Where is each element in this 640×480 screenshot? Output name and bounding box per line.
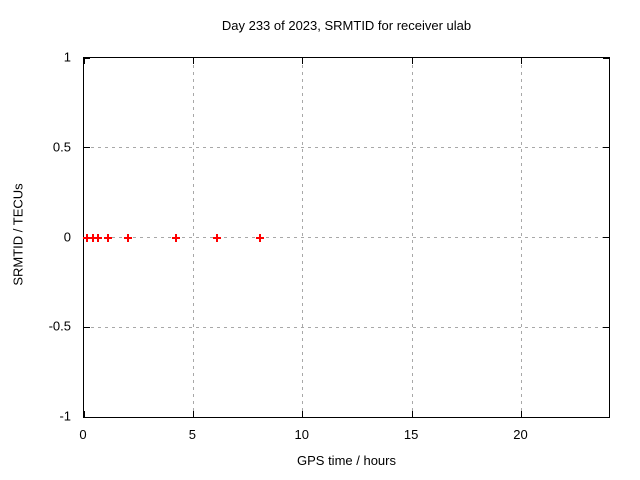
y-tick-label: 0: [63, 229, 71, 244]
data-point-marker: [256, 233, 265, 242]
y-tick-mark-right: [603, 416, 609, 418]
y-tick-mark-left: [84, 147, 90, 149]
data-point-marker: [88, 233, 97, 242]
data-point-marker: [171, 233, 180, 242]
x-tick-label: 15: [403, 427, 419, 442]
data-point-marker: [104, 233, 113, 242]
x-tick-mark-bottom: [302, 411, 304, 417]
plot-area: [83, 57, 610, 418]
data-point-marker: [123, 233, 132, 242]
marker-vbar: [107, 233, 110, 242]
x-tick-mark-top: [411, 58, 413, 64]
y-tick-mark-right: [603, 326, 609, 328]
gridline-y-0: [84, 237, 609, 238]
y-tick-label: 1: [63, 49, 71, 65]
x-tick-mark-bottom: [192, 411, 194, 417]
x-axis-label: GPS time / hours: [297, 453, 396, 468]
y-tick-mark-left: [84, 416, 90, 418]
marker-vbar: [174, 233, 177, 242]
y-tick-mark-right: [603, 237, 609, 238]
x-tick-label: 0: [79, 427, 87, 442]
x-tick-mark-bottom: [411, 411, 413, 417]
x-tick-mark-bottom: [521, 411, 522, 417]
chart-title: Day 233 of 2023, SRMTID for receiver ula…: [221, 18, 472, 33]
marker-vbar: [259, 233, 262, 242]
gridline-x-10: [302, 58, 304, 417]
x-tick-label: 5: [188, 427, 196, 442]
x-tick-mark-top: [521, 58, 522, 64]
y-tick-label: -1: [59, 408, 71, 424]
x-tick-mark-bottom: [83, 411, 85, 417]
marker-vbar: [86, 233, 89, 242]
marker-vbar: [126, 233, 129, 242]
x-tick-mark-top: [192, 58, 194, 64]
x-tick-mark-top: [302, 58, 304, 64]
y-tick-label: -0.5: [48, 318, 71, 334]
y-axis-label-text: SRMTID / TECUs: [10, 183, 26, 286]
y-tick-mark-left: [84, 326, 90, 328]
x-tick-label: 10: [294, 427, 309, 442]
gridline-y--0.5: [84, 326, 609, 328]
gridline-x-5: [192, 58, 194, 417]
y-tick-mark-left: [84, 57, 90, 59]
gridline-x-15: [411, 58, 413, 417]
data-point-marker: [94, 233, 103, 242]
y-tick-mark-right: [603, 57, 609, 59]
x-tick-mark-top: [83, 58, 85, 64]
gridline-x-20: [521, 58, 522, 417]
y-tick-label: 0.5: [52, 139, 71, 155]
y-tick-mark-right: [603, 147, 609, 149]
marker-vbar: [91, 233, 94, 242]
data-point-marker: [83, 233, 92, 242]
x-tick-label: 20: [513, 427, 528, 442]
marker-vbar: [216, 233, 219, 242]
gridline-y-0.5: [84, 147, 609, 149]
marker-vbar: [97, 233, 100, 242]
data-point-marker: [213, 233, 222, 242]
